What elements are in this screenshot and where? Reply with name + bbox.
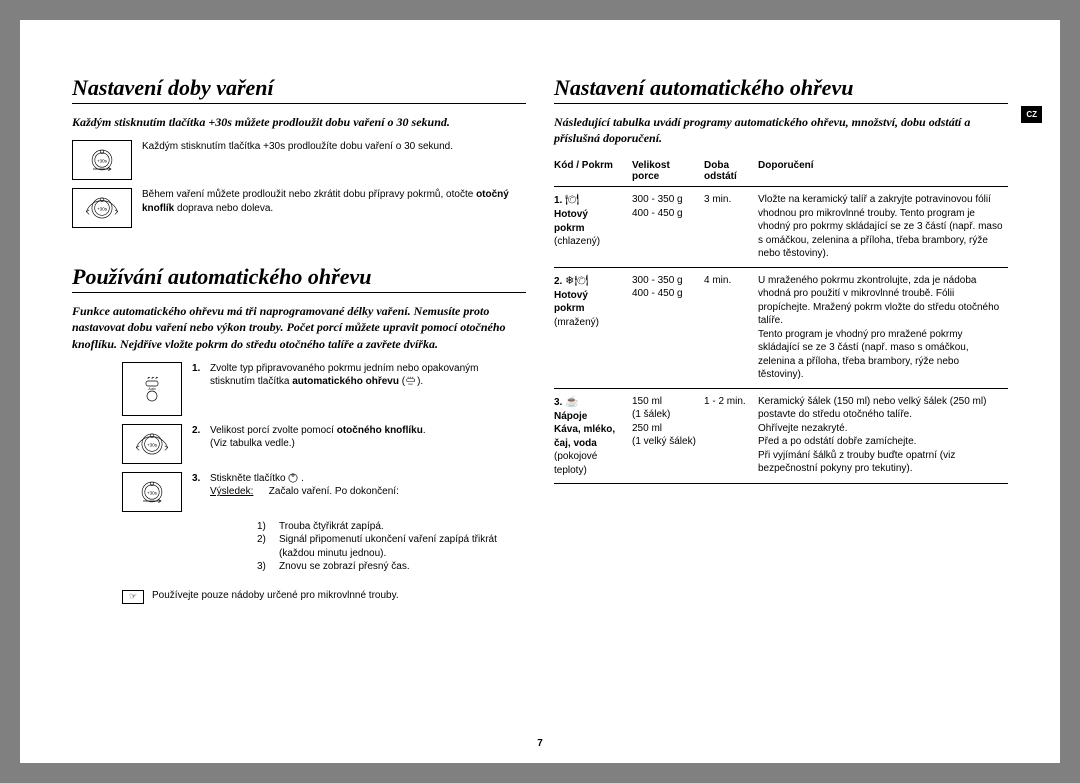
section-heading-cooking-time: Nastavení doby vaření [72, 75, 526, 104]
section1-intro: Každým stisknutím tlačítka +30s můžete p… [72, 114, 526, 130]
auto-reheat-inline-icon: Auto [405, 376, 417, 386]
step-text: 3. Stiskněte tlačítko . Výsledek: Začalo… [192, 472, 526, 512]
dial-icon: +30s [130, 429, 174, 459]
section2-intro: Funkce automatického ohřevu má tři napro… [72, 303, 526, 352]
cell-rec: Keramický šálek (150 ml) nebo velký šále… [758, 388, 1008, 483]
dial-diagram-start: +30s [122, 472, 182, 512]
th-code: Kód / Pokrm [554, 156, 632, 187]
svg-text:+30s: +30s [97, 158, 108, 163]
dial-diagram-plus30s: +30s [72, 140, 132, 180]
left-column: Nastavení doby vaření Každým stisknutím … [72, 75, 526, 743]
svg-text:+30s: +30s [147, 442, 158, 447]
dial-diagram-turn: +30s [122, 424, 182, 464]
result-sublist: 1)Trouba čtyřikrát zapípá. 2)Signál přip… [257, 520, 526, 574]
auto-button-diagram: Auto [122, 362, 182, 416]
step-row: +30s 3. Stiskněte tlačítko . Výsledek: Z… [122, 472, 526, 512]
note-row: ☞ Používejte pouze nádoby určené pro mik… [122, 590, 526, 604]
table-row: 1. 🍽 Hotový pokrm (chlazený) 300 - 350 g… [554, 187, 1008, 268]
beverage-icon: ☕ [565, 396, 579, 408]
right-column: Nastavení automatického ohřevu Následují… [554, 75, 1008, 743]
dial-diagram-turn: +30s [72, 188, 132, 228]
cell-size: 300 - 350 g 400 - 450 g [632, 187, 704, 268]
cell-size: 150 ml (1 šálek) 250 ml (1 velký šálek) [632, 388, 704, 483]
cell-time: 4 min. [704, 267, 758, 388]
svg-text:Auto: Auto [148, 387, 155, 391]
right-intro: Následující tabulka uvádí programy autom… [554, 114, 1008, 146]
svg-text:+30s: +30s [97, 206, 108, 211]
auto-reheat-icon: Auto [142, 376, 162, 402]
section-heading-auto-settings: Nastavení automatického ohřevu [554, 75, 1008, 104]
section-heading-auto-reheat: Používání automatického ohřevu [72, 264, 526, 293]
dial-icon: +30s [84, 146, 120, 174]
dial-icon: +30s [134, 478, 170, 506]
auto-reheat-table: Kód / Pokrm Velikostporce Dobaodstátí Do… [554, 156, 1008, 484]
th-rec: Doporučení [758, 156, 1008, 187]
table-row: 2. ❄🍽 Hotový pokrm (mražený) 300 - 350 g… [554, 267, 1008, 388]
dial-icon: +30s [80, 193, 124, 223]
step-row: Auto 1. Zvolte typ připravovaného pokrmu… [122, 362, 526, 416]
note-text: Používejte pouze nádoby určené pro mikro… [152, 590, 399, 601]
th-time: Dobaodstátí [704, 156, 758, 187]
th-size: Velikostporce [632, 156, 704, 187]
cell-rec: Vložte na keramický talíř a zakryjte pot… [758, 187, 1008, 268]
step-row: +30s Každým stisknutím tlačítka +30s pro… [72, 140, 526, 180]
cell-time: 3 min. [704, 187, 758, 268]
cell-rec: U mraženého pokrmu zkontrolujte, zda je … [758, 267, 1008, 388]
cell-time: 1 - 2 min. [704, 388, 758, 483]
step-row: +30s 2. Velikost porcí zvolte pomocí oto… [122, 424, 526, 464]
step-row: +30s Během vaření můžete prodloužit nebo… [72, 188, 526, 228]
step-text: Během vaření můžete prodloužit nebo zkrá… [142, 188, 526, 228]
step-text: 2. Velikost porcí zvolte pomocí otočného… [192, 424, 526, 464]
ready-meal-icon: 🍽 [565, 194, 579, 206]
manual-page: CZ Nastavení doby vaření Každým stisknut… [20, 20, 1060, 763]
svg-text:+30s: +30s [147, 490, 158, 495]
table-row: 3. ☕ Nápoje Káva, mléko, čaj, voda (poko… [554, 388, 1008, 483]
language-tab: CZ [1021, 106, 1042, 123]
start-inline-icon [288, 473, 298, 483]
note-icon: ☞ [122, 590, 144, 604]
page-number: 7 [20, 738, 1060, 749]
cell-size: 300 - 350 g 400 - 450 g [632, 267, 704, 388]
step-text: 1. Zvolte typ připravovaného pokrmu jedn… [192, 362, 526, 416]
frozen-meal-icon: ❄🍽 [565, 275, 588, 287]
step-text: Každým stisknutím tlačítka +30s prodlouž… [142, 140, 526, 180]
svg-text:Auto: Auto [408, 383, 413, 386]
